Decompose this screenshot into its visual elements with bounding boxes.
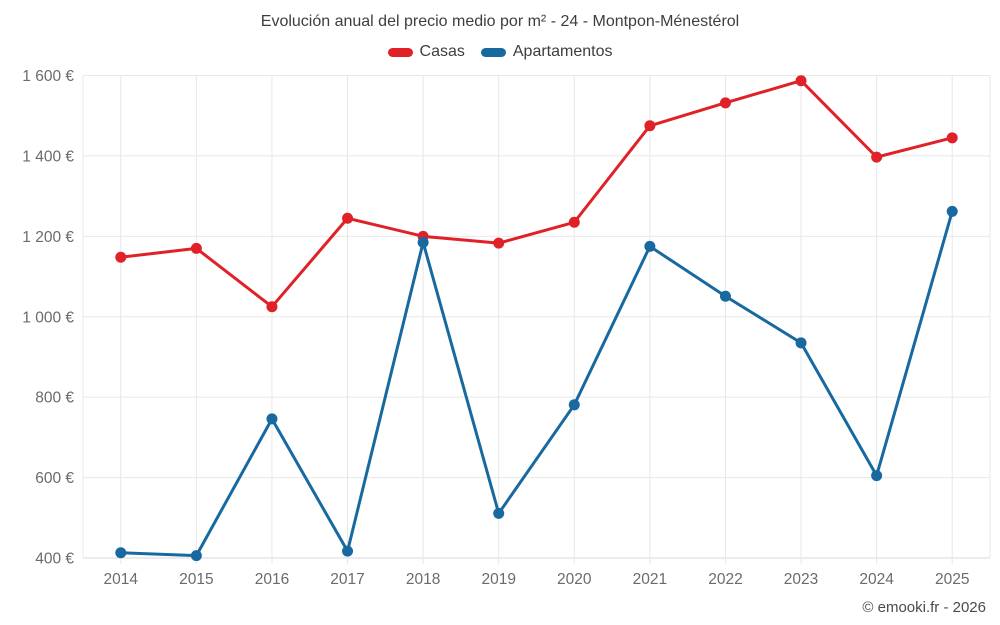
x-tick-label: 2023 xyxy=(784,571,818,588)
x-tick-label: 2024 xyxy=(859,571,894,588)
data-point-casas-2025[interactable] xyxy=(946,132,958,144)
copyright-text: © emooki.fr - 2026 xyxy=(862,599,986,616)
x-tick-label: 2025 xyxy=(935,571,969,588)
x-tick-label: 2016 xyxy=(255,571,289,588)
legend-item-apartamentos[interactable]: Apartamentos xyxy=(480,43,613,61)
y-tick-label: 800 € xyxy=(35,390,74,407)
data-point-casas-2021[interactable] xyxy=(644,120,656,132)
y-tick-label: 1 600 € xyxy=(22,68,74,85)
x-tick-label: 2022 xyxy=(708,571,742,588)
y-tick-label: 1 000 € xyxy=(22,309,74,326)
data-point-casas-2023[interactable] xyxy=(795,75,807,87)
chart-legend: Casas Apartamentos xyxy=(0,43,1000,61)
data-point-casas-2024[interactable] xyxy=(871,151,883,163)
data-point-apartamentos-2019[interactable] xyxy=(493,507,505,519)
x-tick-label: 2021 xyxy=(633,571,667,588)
series-line-casas xyxy=(119,79,954,309)
y-tick-label: 1 400 € xyxy=(22,148,74,165)
data-point-casas-2014[interactable] xyxy=(115,251,127,263)
data-point-casas-2019[interactable] xyxy=(493,237,505,249)
x-tick-label: 2014 xyxy=(104,571,139,588)
x-tick-label: 2019 xyxy=(481,571,515,588)
legend-item-casas[interactable]: Casas xyxy=(387,43,465,61)
data-point-apartamentos-2015[interactable] xyxy=(190,550,202,562)
x-tick-label: 2017 xyxy=(330,571,364,588)
x-tick-label: 2020 xyxy=(557,571,592,588)
chart-title: Evolución anual del precio medio por m² … xyxy=(260,13,740,30)
data-point-casas-2016[interactable] xyxy=(266,301,278,313)
data-point-apartamentos-2023[interactable] xyxy=(795,337,807,349)
data-point-apartamentos-2018[interactable] xyxy=(417,236,429,248)
legend-label: Apartamentos xyxy=(512,43,613,60)
data-point-casas-2015[interactable] xyxy=(190,242,202,254)
data-point-apartamentos-2025[interactable] xyxy=(946,205,958,217)
data-point-apartamentos-2020[interactable] xyxy=(568,399,580,411)
data-point-apartamentos-2021[interactable] xyxy=(644,240,656,252)
data-point-apartamentos-2024[interactable] xyxy=(871,470,883,482)
data-point-apartamentos-2016[interactable] xyxy=(266,413,278,425)
legend-label: Casas xyxy=(419,43,465,60)
legend-swatch-apartamentos xyxy=(480,47,506,57)
series-line-apartamentos xyxy=(119,209,954,558)
x-tick-label: 2015 xyxy=(179,571,213,588)
legend-swatch-casas xyxy=(387,47,413,57)
data-point-casas-2022[interactable] xyxy=(719,97,731,109)
data-point-apartamentos-2017[interactable] xyxy=(342,545,354,557)
x-tick-label: 2018 xyxy=(406,571,440,588)
y-tick-label: 1 200 € xyxy=(22,229,74,246)
y-tick-label: 400 € xyxy=(35,551,74,568)
y-tick-label: 600 € xyxy=(35,470,74,487)
data-point-casas-2017[interactable] xyxy=(342,212,354,224)
data-point-apartamentos-2022[interactable] xyxy=(719,290,731,302)
data-point-apartamentos-2014[interactable] xyxy=(115,547,127,559)
data-point-casas-2020[interactable] xyxy=(568,216,580,228)
